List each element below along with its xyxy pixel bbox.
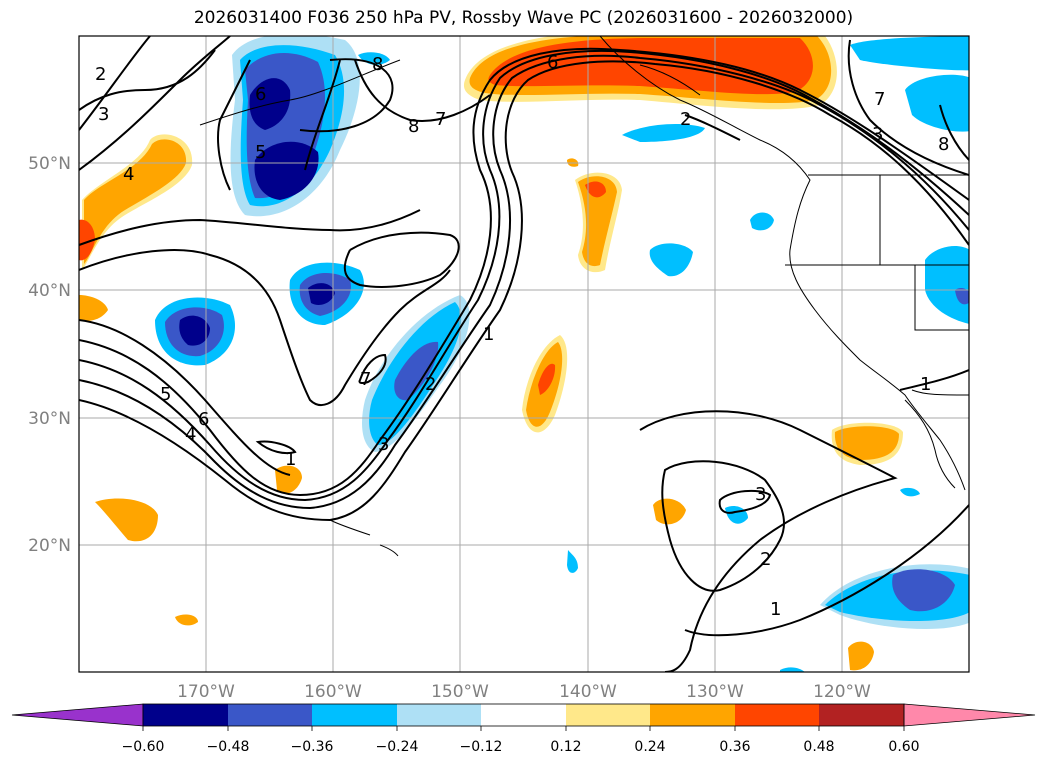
coastlines — [199, 36, 969, 557]
contour-label: 1 — [285, 449, 296, 470]
map-title: 2026031400 F036 250 hPa PV, Rossby Wave … — [193, 8, 854, 28]
contour-label: 4 — [123, 164, 134, 185]
colorbar-extend-low — [11, 703, 144, 727]
lat-tick-label: 40°N — [28, 281, 71, 301]
colorbar-label: 0.60 — [888, 739, 919, 755]
contour-label: 3 — [755, 484, 766, 505]
contour-label: 4 — [185, 424, 196, 445]
lon-tick-label: 140°W — [559, 682, 617, 702]
colorbar-label: 0.36 — [719, 739, 750, 755]
shaded-field — [79, 36, 969, 672]
map-panel: 2 3 4 5 6 7 8 1 2 3 4 5 6 7 8 1 2 1 2 3 … — [78, 35, 970, 673]
contour-labels: 2 3 4 5 6 7 8 1 2 3 4 5 6 7 8 1 2 1 2 3 … — [95, 52, 949, 620]
lon-tick-label: 120°W — [813, 682, 871, 702]
colorbar-swatch — [566, 704, 650, 726]
lat-axis: 50°N 40°N 30°N 20°N — [28, 154, 71, 556]
colorbar-swatch — [397, 704, 481, 726]
contour-label: 3 — [378, 434, 389, 455]
colorbar-label: 0.24 — [634, 739, 665, 755]
contour-label: 2 — [680, 109, 691, 130]
colorbar-label: −0.12 — [460, 739, 503, 755]
contour-label: 7 — [360, 369, 371, 390]
map-frame — [78, 35, 970, 673]
colorbar-label: −0.24 — [376, 739, 419, 755]
colorbar-swatch — [228, 704, 312, 726]
contour-label: 8 — [938, 134, 949, 155]
contour-label: 5 — [160, 384, 171, 405]
contour-label: 1 — [483, 324, 494, 345]
colorbar-swatch — [481, 704, 566, 726]
negative-anomaly-north-pacific — [230, 36, 360, 217]
lat-tick-label: 20°N — [28, 536, 71, 556]
lon-tick-label: 130°W — [686, 682, 744, 702]
lat-tick-label: 30°N — [28, 409, 71, 429]
lon-tick-label: 160°W — [304, 682, 362, 702]
colorbar-swatch — [819, 704, 904, 726]
contour-label: 6 — [255, 84, 266, 105]
contour-label: 1 — [770, 599, 781, 620]
lon-tick-label: 170°W — [177, 682, 235, 702]
colorbar-extend-high — [903, 703, 1036, 727]
negative-anomaly-west-pacific — [155, 297, 236, 366]
contour-label: 2 — [425, 374, 436, 395]
colorbar-swatch — [312, 704, 397, 726]
contour-label: 8 — [408, 116, 419, 137]
colorbar-label: 0.12 — [550, 739, 581, 755]
negative-anomaly-trough — [362, 295, 470, 452]
pv-contours — [79, 36, 969, 672]
contour-label: 6 — [198, 409, 209, 430]
colorbar-frame — [142, 703, 905, 727]
contour-label: 3 — [872, 124, 883, 145]
colorbar-swatch — [143, 704, 228, 726]
lon-axis: 170°W 160°W 150°W 140°W 130°W 120°W — [177, 682, 871, 702]
contour-label: 3 — [98, 104, 109, 125]
contour-label: 2 — [95, 64, 106, 85]
colorbar-swatch — [650, 704, 735, 726]
contour-label: 7 — [435, 109, 446, 130]
negative-anomaly-central — [289, 262, 364, 325]
colorbar-label: −0.60 — [122, 739, 165, 755]
lat-tick-label: 50°N — [28, 154, 71, 174]
colorbar-label: 0.48 — [803, 739, 834, 755]
map-background — [79, 36, 969, 672]
graticule — [79, 36, 969, 672]
colorbar-label: −0.48 — [207, 739, 250, 755]
colorbar-label: −0.36 — [291, 739, 334, 755]
contour-label: 2 — [760, 549, 771, 570]
contour-label: 8 — [372, 54, 383, 75]
contour-label: 5 — [255, 142, 266, 163]
positive-anomaly-west — [79, 134, 198, 626]
lon-tick-label: 150°W — [431, 682, 489, 702]
contour-label: 1 — [920, 374, 931, 395]
contour-label: 6 — [547, 52, 558, 73]
contour-label: 7 — [874, 89, 885, 110]
colorbar: −0.60 −0.48 −0.36 −0.24 −0.12 0.12 0.24 … — [11, 703, 1036, 755]
colorbar-swatch — [735, 704, 819, 726]
